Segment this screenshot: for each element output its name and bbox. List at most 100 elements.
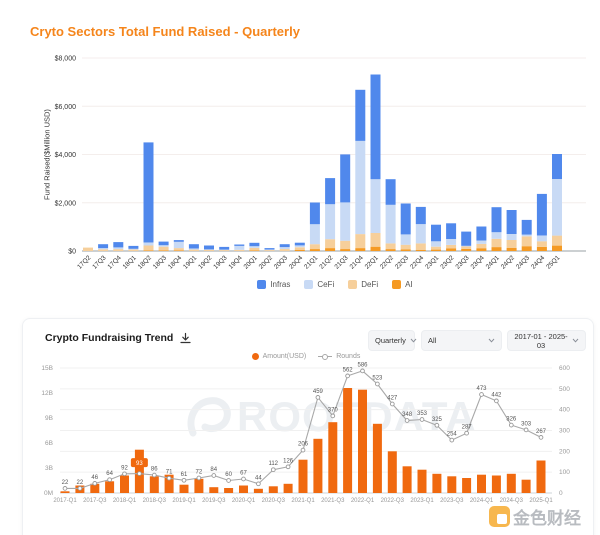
legend-item-infras[interactable]: Infras [257, 280, 290, 289]
x-tick-label: 20Q2 [258, 254, 274, 270]
bar-segment-ai [294, 249, 305, 251]
bar-segment-ai [536, 246, 547, 251]
date-range-select[interactable]: 2017-01 - 2025-03 [507, 330, 586, 351]
rounds-legend-marker-icon [318, 353, 333, 360]
bar-segment-infras [340, 154, 351, 203]
x-tick-label: 23Q4 [470, 254, 486, 270]
bar-segment-defi [309, 244, 320, 249]
bar-segment-defi [158, 246, 169, 251]
bar-segment-defi [400, 244, 411, 250]
bar-segment-defi [204, 249, 214, 251]
legend-item-ai[interactable]: AI [392, 280, 413, 289]
amount-bar [491, 475, 501, 493]
x-tick-label: 20Q3 [273, 254, 289, 270]
infras-legend-swatch-icon [257, 280, 267, 289]
rounds-point-marker [226, 478, 231, 483]
x-tick-label: 20Q4 [288, 254, 304, 270]
rounds-point-label: 303 [521, 421, 532, 427]
bar-segment-defi [552, 235, 562, 246]
interval-select[interactable]: Quarterly [368, 330, 417, 351]
x-tick-label: 24Q4 [530, 254, 546, 270]
bar-segment-defi [446, 245, 457, 249]
bar-segment-defi [294, 247, 305, 250]
bar-segment-cefi [188, 248, 199, 250]
x-tick-label: 2021-Q3 [321, 498, 345, 504]
legend-label: DeFi [361, 280, 379, 289]
category-select[interactable]: All [421, 330, 502, 351]
bar-segment-cefi [476, 240, 487, 244]
rounds-point-label: 442 [491, 392, 502, 398]
bar-segment-ai [431, 249, 441, 251]
rounds-point-marker [62, 486, 68, 491]
x-tick-label: 24Q3 [515, 254, 531, 270]
x-tick-label: 2018-Q1 [113, 498, 137, 504]
bar-segment-infras [158, 241, 169, 246]
left-axis-tick-label: 6B [45, 440, 53, 447]
bar-segment-defi [476, 243, 487, 249]
bar-segment-cefi [415, 224, 426, 244]
bar-segment-defi [431, 246, 441, 250]
bar-segment-cefi [355, 141, 366, 235]
trend-chart-legend: Amount(USD) Rounds [60, 353, 552, 360]
rounds-point-marker [494, 398, 499, 404]
rounds-point-label: 44 [255, 475, 262, 481]
bar-segment-cefi [234, 245, 245, 250]
rounds-point-marker [449, 437, 455, 443]
bar-segment-defi [461, 246, 472, 249]
x-tick-label: 2019-Q1 [172, 498, 196, 504]
bar-segment-ai [309, 249, 320, 251]
x-tick-label: 22Q3 [394, 254, 410, 270]
x-tick-label: 17Q2 [76, 254, 92, 270]
chevron-down-icon [488, 338, 495, 343]
amount-bar [298, 459, 308, 493]
rounds-point-label: 254 [447, 432, 458, 438]
x-tick-label: 2025-Q1 [529, 498, 553, 504]
x-tick-label: 17Q4 [106, 254, 122, 270]
bar-segment-ai [340, 249, 351, 251]
rounds-point-marker [256, 481, 261, 487]
rounds-point-marker [166, 475, 172, 481]
x-tick-label: 20Q1 [243, 254, 259, 270]
x-tick-label: 24Q2 [500, 254, 516, 270]
rounds-point-marker [419, 417, 425, 422]
bar-segment-infras [204, 245, 214, 250]
right-axis-tick-label: 400 [559, 407, 570, 414]
amount-bar [253, 488, 263, 493]
rounds-point-marker [389, 401, 395, 407]
rounds-point-marker [77, 486, 83, 491]
bar-segment-infras [188, 244, 199, 249]
rounds-point-marker [330, 413, 336, 419]
bar-segment-cefi [143, 242, 154, 246]
download-icon[interactable] [179, 332, 192, 345]
legend-item-rounds[interactable]: Rounds [318, 353, 360, 360]
bar-segment-infras [294, 242, 305, 246]
bar-segment-ai [355, 248, 366, 251]
bar-segment-cefi [491, 232, 502, 239]
rounds-point-marker [345, 373, 350, 379]
bar-segment-defi [325, 239, 336, 249]
legend-item-amount[interactable]: Amount(USD) [251, 353, 306, 360]
bar-segment-defi [219, 250, 230, 251]
rounds-point-marker [479, 392, 484, 397]
bar-segment-ai [506, 248, 517, 251]
x-tick-label: 2017-Q1 [53, 498, 77, 504]
right-axis-tick-label: 300 [559, 428, 570, 435]
bar-segment-cefi [128, 248, 139, 250]
left-axis-tick-label: 0M [44, 490, 53, 497]
bar-segment-infras [279, 244, 290, 248]
bar-segment-ai [415, 250, 426, 251]
legend-item-cefi[interactable]: CeFi [304, 280, 334, 289]
x-tick-label: 25Q1 [545, 254, 561, 270]
bar-segment-cefi [294, 245, 305, 248]
x-tick-label: 22Q4 [409, 254, 425, 270]
amount-bar [462, 478, 472, 493]
legend-item-defi[interactable]: DeFi [348, 280, 378, 289]
bar-segment-infras [521, 219, 532, 235]
bar-segment-infras [234, 244, 245, 246]
bar-segment-defi [83, 247, 93, 251]
rounds-point-marker [211, 473, 217, 478]
bar-segment-infras [143, 142, 154, 243]
rounds-point-label: 93 [136, 461, 143, 467]
right-axis-tick-label: 100 [559, 469, 570, 476]
